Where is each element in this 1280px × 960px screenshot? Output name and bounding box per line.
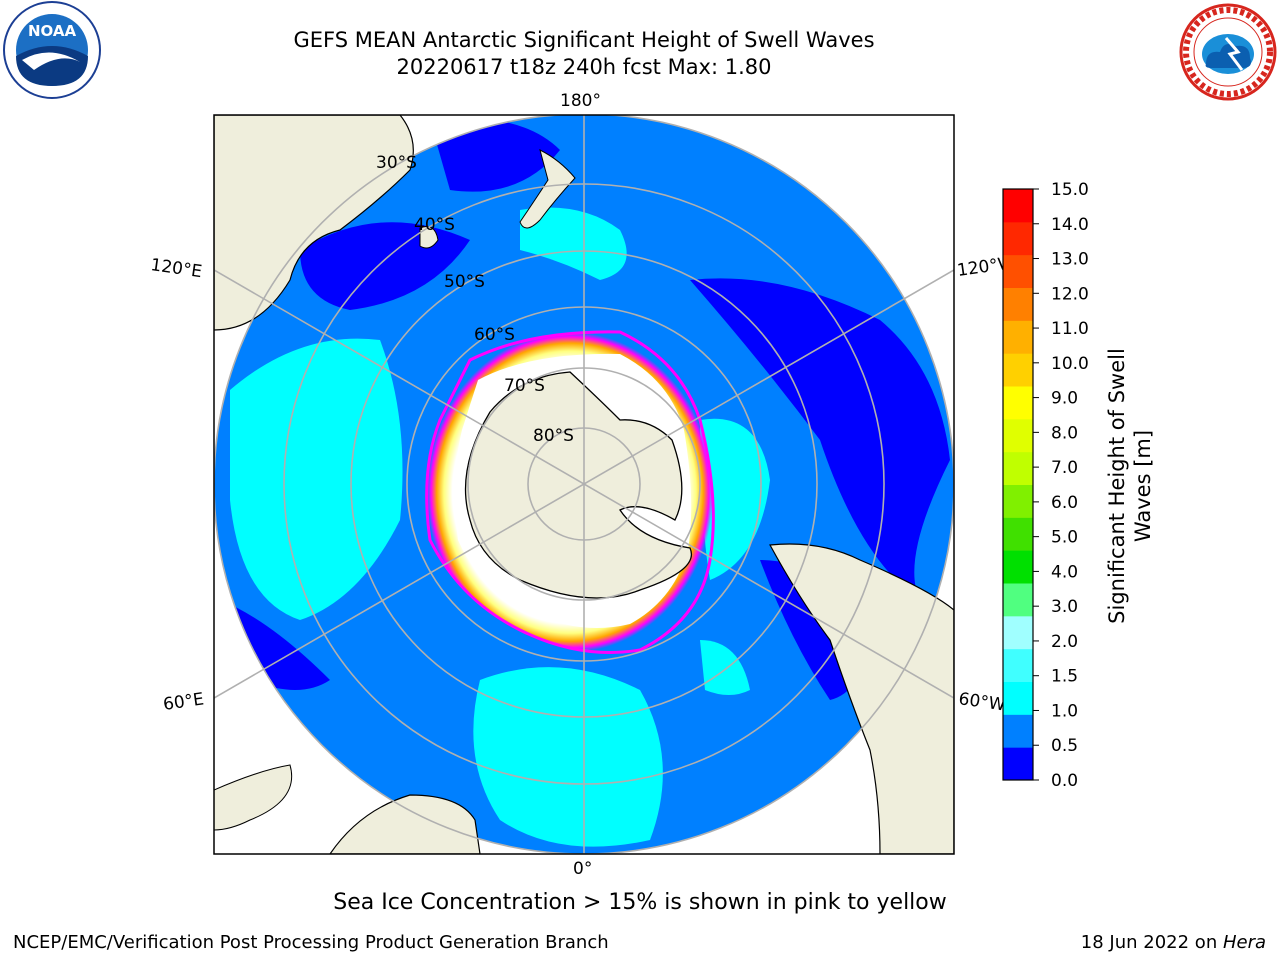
lat-label-50S: 50°S xyxy=(444,272,485,292)
footer-date-text: 18 Jun 2022 on xyxy=(1080,932,1223,953)
colorbar-tick-label: 14.0 xyxy=(1051,215,1089,235)
colorbar-label: Significant Height of Swell Waves [m] xyxy=(1105,348,1155,624)
colorbar-tick-label: 3.0 xyxy=(1051,597,1078,617)
swell-band-1.0-1.5-patch xyxy=(700,640,750,695)
colorbar-tick-label: 2.0 xyxy=(1051,632,1078,652)
lon-label-180: 180° xyxy=(560,91,601,111)
colorbar-tick-label: 9.0 xyxy=(1051,389,1078,409)
lat-label-80S: 80°S xyxy=(533,426,574,446)
colorbar-segment xyxy=(1003,189,1033,223)
lon-label-0: 0° xyxy=(573,859,592,879)
colorbar-frame xyxy=(1002,188,1034,781)
footer-credit: NCEP/EMC/Verification Post Processing Pr… xyxy=(13,932,609,953)
colorbar-segment xyxy=(1003,648,1033,682)
south-america-landmass xyxy=(769,543,954,854)
figure-title: GEFS MEAN Antarctic Significant Height o… xyxy=(293,28,875,52)
colorbar-segment xyxy=(1003,517,1033,551)
meridian-60E-120W xyxy=(214,269,954,699)
australia-landmass xyxy=(214,115,414,331)
swell-band-1.0-1.5-patch xyxy=(473,667,663,847)
footer-date: 18 Jun 2022 on Hera xyxy=(1081,932,1266,953)
colorbar-segment xyxy=(1003,681,1033,715)
colorbar-tick-label: 7.0 xyxy=(1051,458,1078,478)
tasmania-landmass xyxy=(419,226,439,249)
colorbar-segment xyxy=(1003,615,1033,650)
colorbar-tick-label: 6.0 xyxy=(1051,493,1078,513)
lon-label-60W: 60°W xyxy=(957,689,1006,715)
colorbar-segment xyxy=(1003,320,1033,354)
antarctica-landmass xyxy=(464,371,693,599)
colorbar-tick-label: 15.0 xyxy=(1051,180,1089,200)
swell-band-0-0.5-patch xyxy=(690,278,950,600)
noaa-logo: NOAA xyxy=(3,1,101,99)
colorbar-segment xyxy=(1003,550,1033,584)
colorbar-tick-label: 0.5 xyxy=(1051,736,1078,756)
map-frame xyxy=(213,114,955,855)
colorbar-segment xyxy=(1003,747,1033,781)
graticule xyxy=(214,115,954,854)
noaa-logo-text: NOAA xyxy=(28,22,77,40)
colorbar-segment xyxy=(1003,353,1033,387)
colorbar-tick-label: 13.0 xyxy=(1051,250,1089,270)
figure-subtitle: 20220617 t18z 240h fcst Max: 1.80 xyxy=(396,55,772,79)
new-zealand-landmass xyxy=(519,149,576,229)
swell-band-1.0-1.5-patch xyxy=(230,338,403,620)
colorbar-segment xyxy=(1003,714,1033,748)
lat-label-40S: 40°S xyxy=(414,215,455,235)
sea-ice-caption: Sea Ice Concentration > 15% is shown in … xyxy=(333,890,947,915)
colorbar-segment xyxy=(1003,254,1033,288)
madagascar-landmass xyxy=(214,764,293,831)
colorbar-segment xyxy=(1003,583,1033,617)
colorbar-segment xyxy=(1003,287,1033,321)
colorbar-tick-label: 11.0 xyxy=(1051,319,1089,339)
colorbar-tick-label: 12.0 xyxy=(1051,284,1089,304)
lat-label-60S: 60°S xyxy=(474,325,515,345)
colorbar-tick-label: 8.0 xyxy=(1051,423,1078,443)
lat-label-30S: 30°S xyxy=(376,153,417,173)
swell-band-1.0-1.5-patch xyxy=(520,207,627,280)
colorbar-tick-label: 1.0 xyxy=(1051,701,1078,721)
colorbar-segment xyxy=(1003,451,1033,485)
colorbar: 0.0 0.5 1.0 1.5 2.0 3.0 4.0 5.0 6.0 7.0 8.0 9.0 10.0… xyxy=(1002,180,1089,791)
colorbar-tick-label: 4.0 xyxy=(1051,562,1078,582)
colorbar-segment xyxy=(1003,221,1033,256)
africa-landmass xyxy=(329,794,481,854)
colorbar-tick-label: 5.0 xyxy=(1051,528,1078,548)
colorbar-tick-label: 1.5 xyxy=(1051,667,1078,687)
map-panel xyxy=(214,115,954,854)
lat-label-70S: 70°S xyxy=(504,376,545,396)
nws-logo xyxy=(1179,3,1277,101)
colorbar-segment xyxy=(1003,386,1033,420)
lon-label-60E: 60°E xyxy=(162,689,205,714)
colorbar-tick-label: 10.0 xyxy=(1051,354,1089,374)
colorbar-segment xyxy=(1003,418,1033,453)
colorbar-segment xyxy=(1003,484,1033,518)
swell-band-0-0.5-patch xyxy=(430,118,560,192)
footer-host: Hera xyxy=(1222,932,1266,953)
lon-label-120E: 120°E xyxy=(149,255,203,282)
colorbar-tick-label: 0.0 xyxy=(1051,771,1078,791)
